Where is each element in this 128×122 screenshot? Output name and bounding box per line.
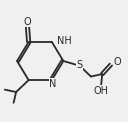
Text: S: S (77, 60, 83, 70)
Text: O: O (24, 17, 31, 27)
Text: OH: OH (93, 86, 108, 96)
Text: N: N (49, 79, 57, 89)
Text: O: O (113, 57, 121, 67)
Text: NH: NH (57, 36, 72, 46)
